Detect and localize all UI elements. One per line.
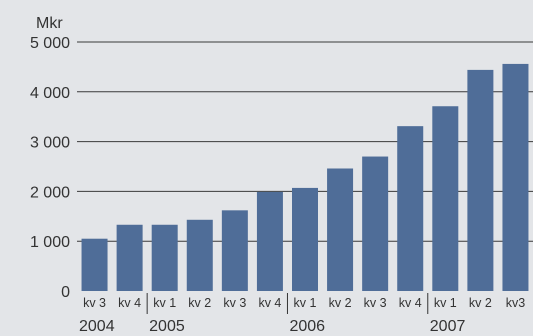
y-tick-label: 3 000 <box>30 135 70 152</box>
x-tick-label: kv 1 <box>434 296 457 310</box>
x-tick-label: kv 3 <box>83 296 106 310</box>
x-tick-label: kv 3 <box>364 296 387 310</box>
y-unit-label: Mkr <box>36 15 63 32</box>
year-label: 2007 <box>430 318 466 335</box>
bar <box>432 106 459 291</box>
bar <box>292 187 318 291</box>
bar <box>362 156 389 291</box>
y-tick-label: 4 000 <box>30 85 70 102</box>
y-tick-label: 0 <box>61 284 70 301</box>
x-tick-label: kv 4 <box>118 296 141 310</box>
bar <box>221 210 248 291</box>
bar <box>397 126 424 291</box>
bar <box>256 191 283 291</box>
year-label: 2004 <box>79 318 115 335</box>
y-tick-label: 2 000 <box>30 184 70 201</box>
bar <box>81 238 108 291</box>
bar <box>502 63 529 291</box>
x-tick-label: kv 4 <box>399 296 422 310</box>
y-axis-ticks: 0 1 000 2 000 3 000 4 000 5 000 <box>30 35 70 301</box>
bar <box>186 219 213 291</box>
x-tick-label: kv 2 <box>469 296 492 310</box>
y-tick-label: 1 000 <box>30 234 70 251</box>
x-axis-labels: kv 3 kv 4 kv 1 kv 2 kv 3 kv 4 kv 1 kv 2 kv 3 kv 4… <box>79 293 525 335</box>
x-tick-label: kv3 <box>506 296 526 310</box>
x-tick-label: kv 2 <box>329 296 352 310</box>
x-tick-label: kv 4 <box>258 296 281 310</box>
bar <box>327 168 354 291</box>
bars <box>81 63 529 291</box>
bar <box>151 224 178 291</box>
year-label: 2006 <box>289 318 325 335</box>
x-tick-label: kv 2 <box>188 296 211 310</box>
x-tick-label: kv 1 <box>294 296 317 310</box>
x-tick-label: kv 3 <box>223 296 246 310</box>
y-tick-label: 5 000 <box>30 35 70 52</box>
x-tick-label: kv 1 <box>153 296 176 310</box>
bar <box>116 224 143 291</box>
bar <box>467 69 494 291</box>
year-label: 2005 <box>149 318 185 335</box>
